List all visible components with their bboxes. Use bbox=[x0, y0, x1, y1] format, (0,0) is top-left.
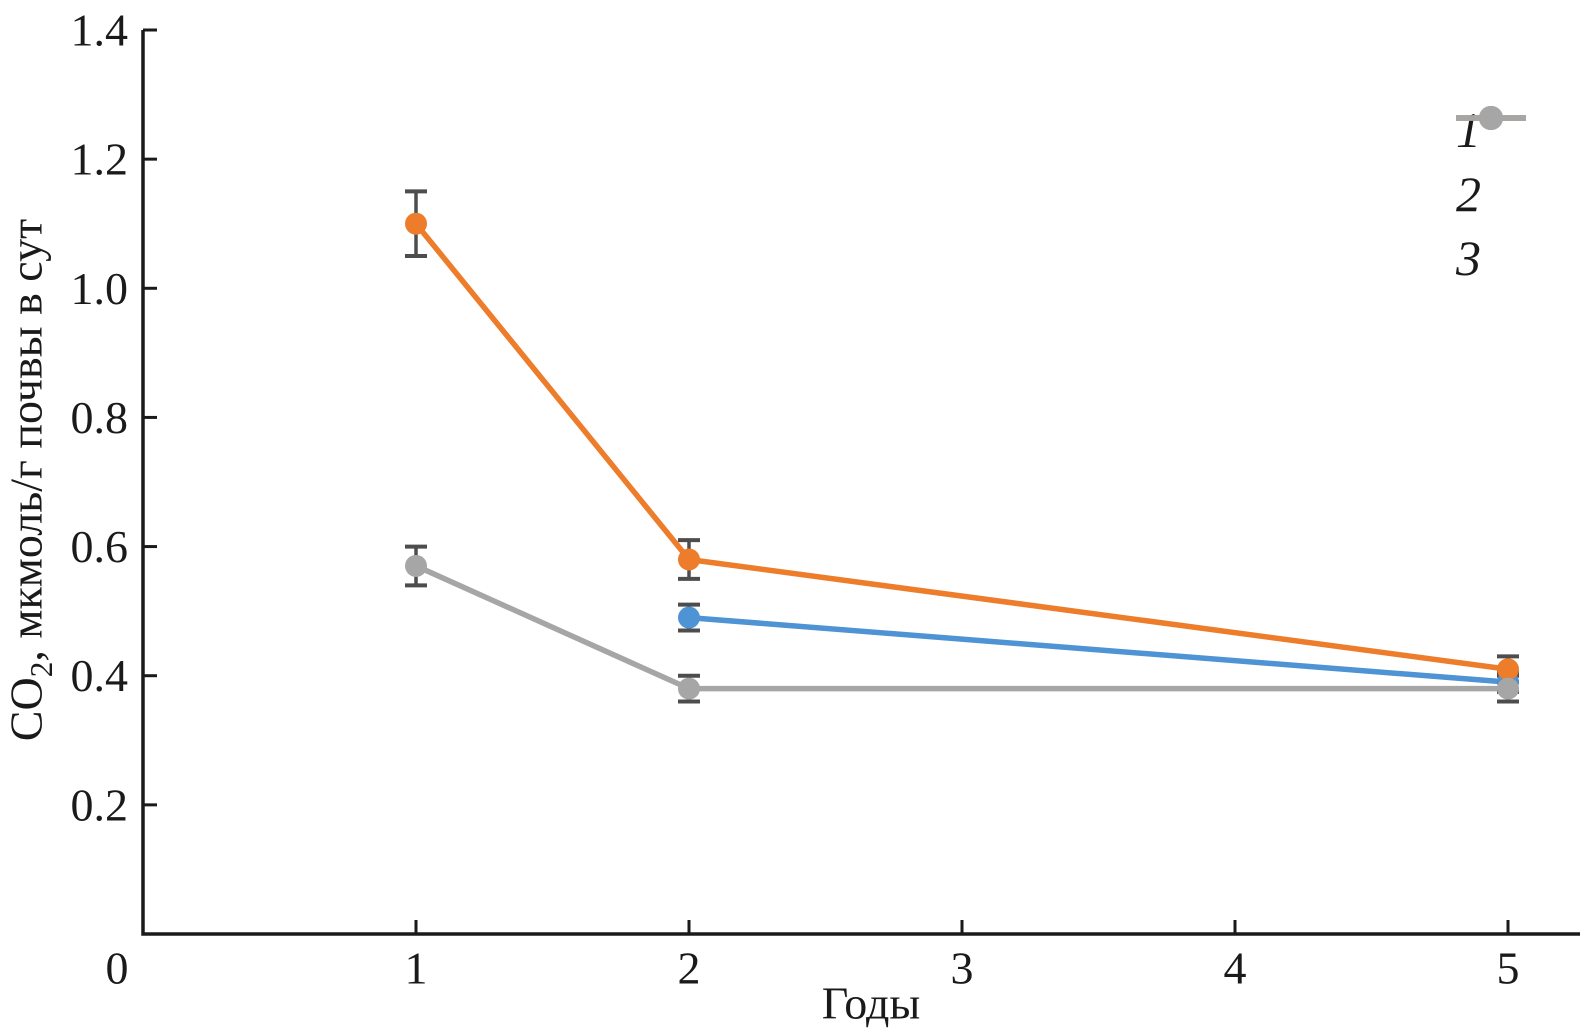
y-tick-label: 0.2 bbox=[71, 779, 129, 830]
series-1-marker bbox=[678, 606, 700, 629]
axis-spines bbox=[141, 30, 1580, 936]
x-tick-label: 1 bbox=[405, 943, 428, 994]
y-tick-label: 0.8 bbox=[71, 392, 129, 443]
series-2-marker bbox=[1497, 658, 1519, 681]
series-2-marker bbox=[405, 212, 427, 235]
y-tick-label: 1.4 bbox=[71, 5, 129, 56]
series-1-line bbox=[688, 614, 1509, 685]
x-tick-label: 3 bbox=[951, 943, 974, 994]
legend-label-series-1: 1 bbox=[1456, 102, 1481, 158]
series-3-marker bbox=[678, 677, 700, 700]
series-2-marker bbox=[678, 548, 700, 571]
legend-swatch-line-dot-icon bbox=[1456, 106, 1526, 130]
series-3-marker bbox=[405, 554, 427, 577]
y-axis-title-suffix: , мкмоль/г почвы в сут bbox=[0, 218, 52, 662]
y-axis-title-prefix: CO bbox=[0, 677, 52, 742]
x-axis-title: Годы bbox=[821, 977, 921, 1029]
legend-label-series-3: 3 bbox=[1456, 230, 1481, 286]
x-tick-label: 5 bbox=[1497, 943, 1520, 994]
series-3-marker bbox=[1497, 677, 1519, 700]
legend-label-series-2: 2 bbox=[1456, 166, 1481, 222]
series-2-line bbox=[413, 221, 1509, 672]
y-tick-label: 0.4 bbox=[71, 650, 129, 701]
y-tick-label: 1.0 bbox=[71, 263, 129, 314]
x-tick-label: 0 bbox=[106, 943, 129, 994]
legend-item-series-2: 2 bbox=[1456, 106, 1526, 226]
y-axis-title: CO2, мкмоль/г почвы в сут bbox=[0, 218, 59, 742]
legend-item-series-3: 3 bbox=[1456, 106, 1526, 290]
legend: 1 2 3 bbox=[1456, 102, 1526, 290]
x-tick-label: 4 bbox=[1224, 943, 1247, 994]
y-axis-title-subscript: 2 bbox=[23, 661, 59, 678]
y-tick-label: 1.2 bbox=[71, 134, 129, 185]
x-tick-label: 2 bbox=[678, 943, 701, 994]
y-tick-label: 0.6 bbox=[71, 521, 129, 572]
